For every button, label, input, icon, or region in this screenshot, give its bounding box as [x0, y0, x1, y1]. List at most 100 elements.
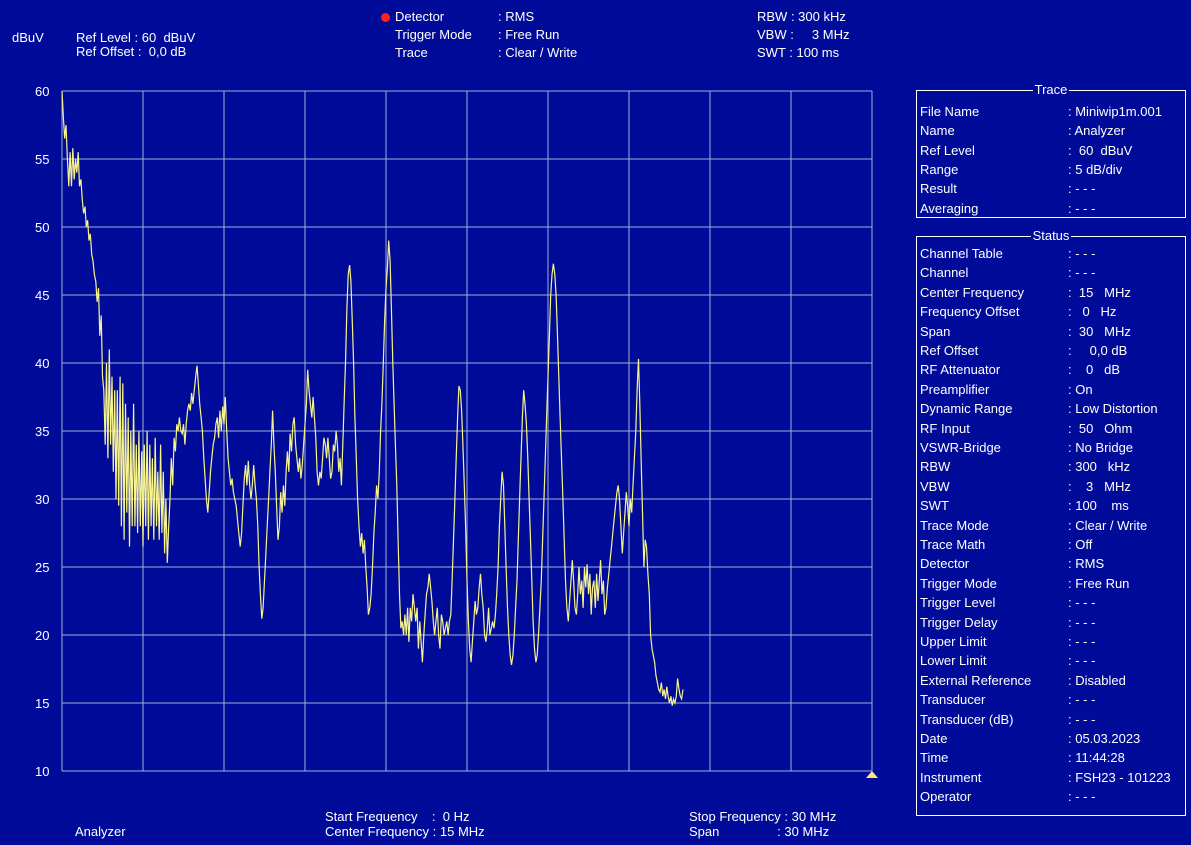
row-key: Ref Offset: [920, 343, 979, 358]
row-value: : 0 dB: [1068, 362, 1121, 378]
row-key: Trigger Mode: [920, 575, 997, 591]
row-value: : Clear / Write: [1068, 517, 1148, 533]
row-key: Time: [920, 750, 949, 766]
trace-panel-title: Trace: [1032, 82, 1070, 97]
row-value: : 5 dB/div: [1068, 161, 1123, 177]
row-value: : - - -: [1068, 181, 1096, 197]
row-key: RF Input: [920, 420, 970, 436]
row-value: : - - -: [1068, 200, 1096, 216]
row-key: Upper Limit: [920, 634, 987, 649]
y-tick-labels: 60 55 50 45 40 35 30 25 20 15 10: [35, 84, 49, 779]
row-key: Channel: [920, 265, 969, 281]
span-label: Span : 30 MHz: [689, 824, 830, 839]
row-value: : - - -: [1068, 595, 1096, 611]
row-key: VSWR-Bridge: [920, 440, 1001, 455]
status-panel-title: Status: [1030, 228, 1072, 243]
row-value: : - - -: [1068, 265, 1096, 281]
row-key: Date: [920, 731, 948, 746]
row-value: : - - -: [1068, 653, 1096, 669]
row-key: Lower Limit: [920, 653, 987, 669]
row-key: RBW: [920, 459, 951, 475]
y-tick-label: 10: [35, 764, 49, 779]
row-value: : 0,0 dB: [1068, 343, 1128, 358]
swt-label: SWT : 100 ms: [757, 45, 840, 60]
row-value: : RMS: [1068, 556, 1105, 572]
y-tick-label: 20: [35, 628, 49, 643]
trace-panel: Trace File Name : Miniwip1m.001 Name : Anal…: [916, 82, 1186, 218]
y-tick-label: 15: [35, 696, 49, 711]
start-frequency: Start Frequency : 0 Hz: [325, 809, 470, 824]
row-key: Trace Mode: [920, 517, 989, 533]
rbw-label: RBW : 300 kHz: [757, 9, 846, 24]
status-panel: Status Channel Table : - - - Channel : - - …: [916, 228, 1186, 816]
row-value: : 0 Hz: [1068, 304, 1117, 320]
detector-value: : RMS: [498, 9, 535, 24]
row-key: Dynamic Range: [920, 401, 1013, 417]
row-key: Trigger Delay: [920, 614, 998, 630]
trace-line: [61, 90, 684, 706]
row-value: : 60 dBuV: [1068, 142, 1133, 158]
row-value: : Free Run: [1068, 575, 1130, 591]
row-key: External Reference: [920, 672, 1032, 688]
trigger-value: : Free Run: [498, 27, 560, 42]
row-key: Center Frequency: [920, 284, 1025, 300]
trace-key: Trace: [395, 45, 428, 60]
grid: [61, 90, 873, 772]
row-value: : On: [1068, 381, 1093, 397]
row-value: : 300 kHz: [1068, 459, 1131, 475]
y-tick-label: 50: [35, 220, 49, 235]
row-value: : 100 ms: [1068, 498, 1129, 514]
row-value: : 50 Ohm: [1068, 420, 1133, 436]
row-value: : - - -: [1068, 711, 1096, 727]
row-value: : Off: [1068, 537, 1093, 552]
reference-marker-triangle: [866, 771, 878, 778]
row-key: Averaging: [920, 200, 979, 216]
row-key: Frequency Offset: [920, 304, 1020, 320]
row-value: : - - -: [1068, 614, 1096, 630]
row-key: Range: [920, 161, 959, 177]
row-value: : No Bridge: [1068, 440, 1134, 455]
trigger-key: Trigger Mode: [395, 27, 472, 42]
row-key: Preamplifier: [920, 381, 990, 397]
row-key: Trigger Level: [920, 595, 996, 611]
mode-label: Analyzer: [75, 824, 126, 839]
detector-indicator-icon: [381, 13, 390, 22]
row-value: : 3 MHz: [1068, 478, 1131, 494]
row-value: : Disabled: [1068, 672, 1126, 688]
row-key: Transducer: [920, 692, 986, 708]
row-key: Channel Table: [920, 246, 1003, 261]
row-key: VBW: [920, 478, 950, 494]
row-key: RF Attenuator: [920, 362, 1001, 378]
row-value: : Miniwip1m.001: [1068, 104, 1162, 119]
row-value: : - - -: [1068, 789, 1096, 805]
y-tick-label: 45: [35, 288, 49, 303]
row-key: Detector: [920, 556, 970, 572]
y-tick-label: 25: [35, 560, 49, 575]
row-key: File Name: [920, 104, 980, 119]
row-value: : - - -: [1068, 246, 1096, 261]
row-value: : Analyzer: [1068, 123, 1126, 139]
y-tick-label: 30: [35, 492, 49, 507]
ref-offset: Ref Offset : 0,0 dB: [76, 44, 187, 59]
row-value: : - - -: [1068, 692, 1096, 708]
row-key: Ref Level: [920, 142, 975, 158]
row-value: : 15 MHz: [1068, 284, 1131, 300]
row-key: Trace Math: [920, 537, 986, 552]
row-value: : 30 MHz: [1068, 323, 1131, 339]
vbw-label: VBW : 3 MHz: [757, 27, 850, 42]
row-value: : Low Distortion: [1068, 401, 1158, 417]
detector-key: Detector: [395, 9, 445, 24]
row-key: Operator: [920, 789, 972, 805]
unit-label: dBuV: [12, 30, 44, 45]
y-tick-label: 55: [35, 152, 49, 167]
row-value: : - - -: [1068, 634, 1096, 649]
row-key: Transducer (dB): [920, 711, 1014, 727]
stop-frequency: Stop Frequency : 30 MHz: [689, 809, 837, 824]
y-tick-label: 40: [35, 356, 49, 371]
row-value: : 11:44:28: [1068, 750, 1125, 766]
y-tick-label: 60: [35, 84, 49, 99]
row-key: Instrument: [920, 769, 982, 785]
row-key: SWT: [920, 498, 949, 514]
row-key: Name: [920, 123, 955, 139]
